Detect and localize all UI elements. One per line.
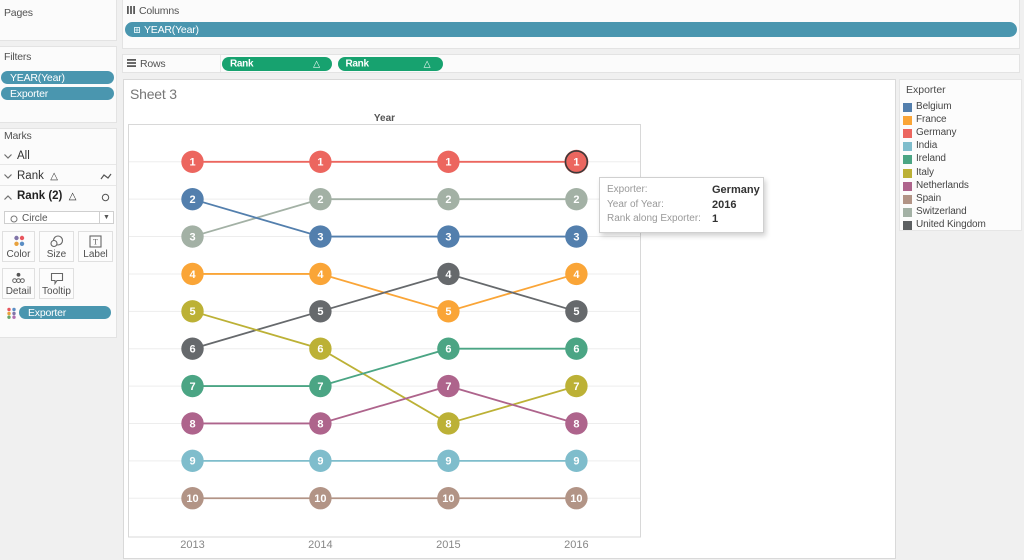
svg-text:7: 7 <box>189 381 195 393</box>
svg-text:1: 1 <box>317 157 323 169</box>
svg-text:4: 4 <box>189 269 196 281</box>
svg-text:9: 9 <box>573 456 579 468</box>
svg-text:8: 8 <box>445 418 451 430</box>
svg-text:T: T <box>93 238 98 247</box>
svg-text:6: 6 <box>445 344 451 356</box>
svg-text:3: 3 <box>317 231 323 243</box>
svg-text:7: 7 <box>573 381 579 393</box>
svg-text:1: 1 <box>189 157 195 169</box>
svg-text:9: 9 <box>189 456 195 468</box>
svg-text:7: 7 <box>317 381 323 393</box>
svg-text:10: 10 <box>186 493 198 505</box>
svg-text:9: 9 <box>445 456 451 468</box>
svg-text:8: 8 <box>317 418 323 430</box>
svg-text:10: 10 <box>570 493 582 505</box>
svg-text:8: 8 <box>189 418 195 430</box>
svg-text:4: 4 <box>317 269 324 281</box>
svg-text:10: 10 <box>314 493 326 505</box>
svg-text:8: 8 <box>573 418 579 430</box>
svg-text:7: 7 <box>445 381 451 393</box>
svg-text:9: 9 <box>317 456 323 468</box>
svg-text:5: 5 <box>445 306 451 318</box>
svg-text:2: 2 <box>189 194 195 206</box>
svg-text:4: 4 <box>445 269 452 281</box>
svg-text:5: 5 <box>189 306 195 318</box>
svg-text:3: 3 <box>445 231 451 243</box>
svg-text:10: 10 <box>442 493 454 505</box>
svg-text:6: 6 <box>189 344 195 356</box>
svg-text:2: 2 <box>573 194 579 206</box>
svg-text:4: 4 <box>573 269 580 281</box>
svg-text:6: 6 <box>573 344 579 356</box>
svg-text:3: 3 <box>189 231 195 243</box>
svg-text:5: 5 <box>317 306 323 318</box>
svg-text:5: 5 <box>573 306 579 318</box>
svg-text:2: 2 <box>445 194 451 206</box>
svg-text:3: 3 <box>573 231 579 243</box>
svg-text:2: 2 <box>317 194 323 206</box>
svg-text:1: 1 <box>445 157 451 169</box>
svg-text:6: 6 <box>317 344 323 356</box>
svg-text:1: 1 <box>573 157 579 169</box>
